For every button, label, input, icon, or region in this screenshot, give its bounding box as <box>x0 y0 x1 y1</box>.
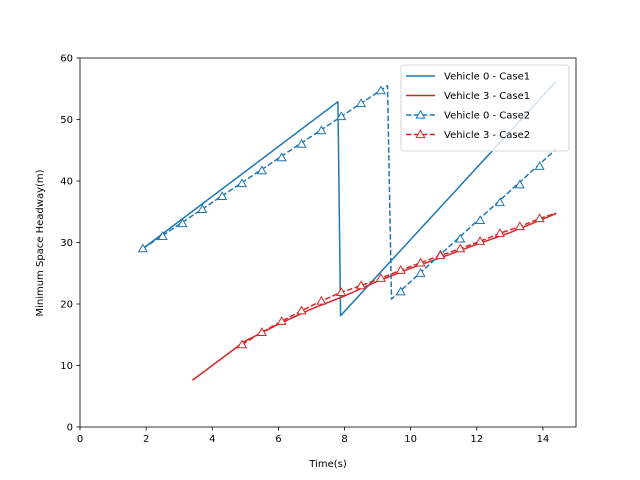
x-axis-ticks: 0 2 4 6 8 10 12 14 <box>77 427 549 445</box>
legend-label: Vehicle 3 - Case1 <box>444 91 530 102</box>
x-tick-label: 0 <box>77 434 83 445</box>
data-point <box>514 221 525 231</box>
data-point <box>296 305 307 315</box>
data-point <box>316 295 327 305</box>
data-point <box>316 125 327 135</box>
data-point <box>137 243 148 253</box>
y-tick-label: 30 <box>60 238 73 249</box>
data-point <box>177 218 188 228</box>
x-axis-label: Time(s) <box>308 459 347 470</box>
data-point <box>415 268 426 277</box>
data-point <box>455 243 466 253</box>
y-axis-ticks: 0 10 20 30 40 50 60 <box>60 54 80 434</box>
data-point <box>514 179 525 189</box>
plot-series <box>137 80 557 381</box>
series-0 <box>142 80 557 317</box>
y-tick-label: 20 <box>60 300 73 311</box>
x-tick-label: 14 <box>537 434 550 445</box>
legend-marker <box>415 109 426 119</box>
series-line-0 <box>142 80 557 317</box>
legend-label: Vehicle 0 - Case1 <box>444 72 530 83</box>
data-point <box>356 280 367 290</box>
data-point <box>197 204 208 213</box>
data-point <box>395 286 406 296</box>
data-point <box>415 257 426 267</box>
data-point <box>475 236 486 245</box>
data-point <box>375 272 386 282</box>
legend-entry-0: Vehicle 0 - Case1 <box>406 72 530 83</box>
y-tick-label: 10 <box>60 361 73 372</box>
x-tick-label: 6 <box>275 434 281 445</box>
x-tick-label: 8 <box>341 434 347 445</box>
legend-marker <box>415 129 426 139</box>
y-tick-label: 60 <box>60 54 73 65</box>
legend-box <box>400 64 570 152</box>
data-point <box>336 287 347 296</box>
legend-entry-1: Vehicle 3 - Case1 <box>406 91 530 102</box>
data-point <box>256 165 267 175</box>
data-point <box>435 250 446 260</box>
data-point <box>494 228 506 237</box>
data-point <box>296 138 307 148</box>
x-tick-label: 12 <box>470 434 483 445</box>
legend-label: Vehicle 3 - Case2 <box>444 130 530 141</box>
series-2 <box>137 84 557 300</box>
legend-entry-2: Vehicle 0 - Case2 <box>406 109 530 122</box>
data-point <box>236 339 248 349</box>
data-point <box>217 191 228 201</box>
data-point <box>157 231 168 240</box>
legend: Vehicle 0 - Case1 Vehicle 3 - Case1 Vehicl… <box>400 64 570 152</box>
series-line-2 <box>142 84 557 300</box>
data-point <box>356 98 367 108</box>
data-point <box>534 213 545 223</box>
legend-label: Vehicle 0 - Case2 <box>444 111 530 122</box>
x-tick-label: 4 <box>209 434 215 445</box>
data-point <box>494 197 506 207</box>
data-point <box>256 327 267 336</box>
data-point <box>236 178 248 188</box>
y-tick-label: 50 <box>60 115 73 126</box>
data-point <box>276 152 287 162</box>
data-point <box>336 111 347 121</box>
x-tick-label: 2 <box>143 434 149 445</box>
y-axis-label: Minimum Space Headway(m) <box>35 169 46 316</box>
data-point <box>276 316 287 325</box>
series-3 <box>236 212 557 349</box>
data-point <box>375 85 386 95</box>
data-point <box>395 264 406 274</box>
data-point <box>475 215 486 225</box>
y-tick-label: 0 <box>67 423 73 434</box>
legend-entry-3: Vehicle 3 - Case2 <box>406 129 530 141</box>
y-tick-label: 40 <box>60 177 73 188</box>
x-tick-label: 10 <box>404 434 417 445</box>
data-point <box>455 233 466 243</box>
data-point <box>534 161 545 170</box>
